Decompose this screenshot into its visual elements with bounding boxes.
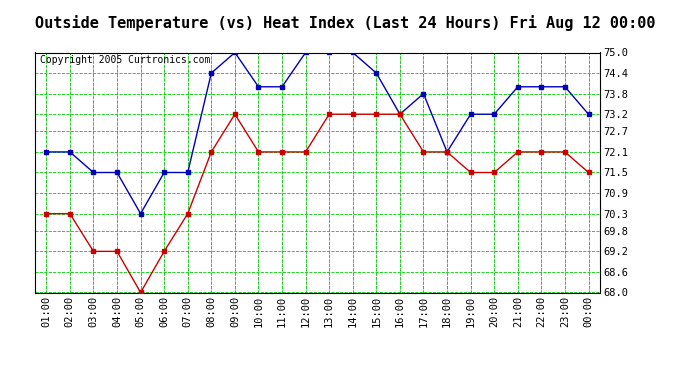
Text: Copyright 2005 Curtronics.com: Copyright 2005 Curtronics.com bbox=[40, 55, 210, 65]
Text: Outside Temperature (vs) Heat Index (Last 24 Hours) Fri Aug 12 00:00: Outside Temperature (vs) Heat Index (Las… bbox=[34, 15, 655, 31]
